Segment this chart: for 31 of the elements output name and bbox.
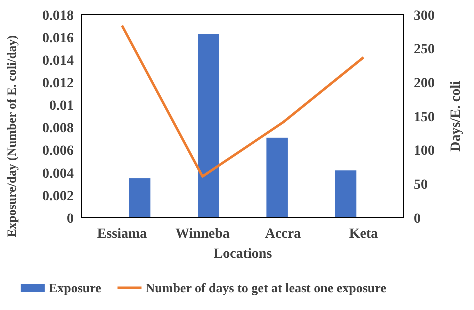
y-tick-label: 0.008 <box>42 122 74 137</box>
y-tick-label: 0.01 <box>50 99 74 114</box>
y-tick-label: 0.014 <box>42 54 74 70</box>
y-tick-label: 0 <box>67 212 74 227</box>
y-tick-label: 0.018 <box>42 8 74 24</box>
bar <box>129 178 151 218</box>
x-tick-label: Winneba <box>176 227 230 242</box>
y-axis-title: Exposure/day (Number of E. coli/day) <box>5 36 19 238</box>
y-tick-label: 0.016 <box>42 31 74 46</box>
legend-label: Exposure <box>48 280 102 296</box>
y-tick-label: 0.004 <box>42 166 74 182</box>
x-axis-title: Locations <box>214 247 273 262</box>
line-series <box>121 24 365 178</box>
y2-tick-label: 0 <box>414 212 421 227</box>
bar <box>198 34 220 218</box>
y2-tick-label: 50 <box>414 178 428 194</box>
y-tick-label: 0.006 <box>42 144 74 160</box>
y-tick-label: 0.012 <box>42 76 74 92</box>
y-tick-label: 0.002 <box>42 189 74 204</box>
bar <box>266 138 288 218</box>
x-tick-label: Essiama <box>97 227 148 242</box>
y2-tick-label: 200 <box>414 76 435 92</box>
x-tick-label: Keta <box>349 227 378 242</box>
x-tick-label: Accra <box>265 227 302 242</box>
y2-tick-label: 250 <box>414 42 435 58</box>
y2-tick-label: 300 <box>414 8 435 24</box>
y2-tick-label: 150 <box>414 110 435 126</box>
y2-axis-title: Days/E. coli <box>449 81 464 152</box>
legend-label: Number of days to get at least one exposure <box>146 280 387 296</box>
y2-tick-label: 100 <box>414 144 435 160</box>
bar <box>335 170 357 218</box>
